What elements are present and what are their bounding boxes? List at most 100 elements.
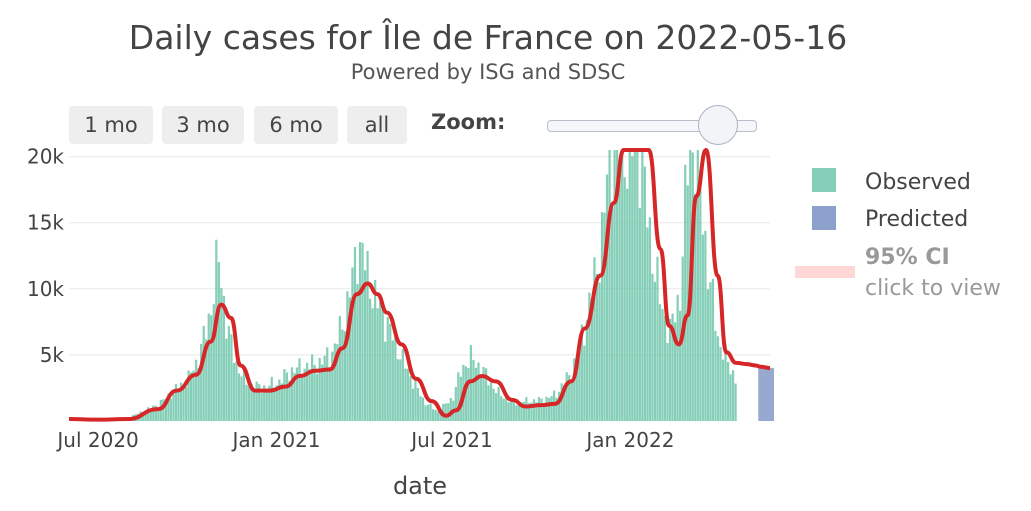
observed-bar — [298, 358, 301, 421]
observed-bar — [510, 398, 513, 421]
observed-bar — [250, 383, 253, 421]
observed-bar — [300, 375, 304, 421]
observed-bar — [522, 401, 525, 421]
observed-bar — [658, 304, 662, 421]
bar-series — [69, 150, 774, 422]
observed-bar — [311, 354, 314, 421]
observed-bar — [192, 370, 195, 421]
observed-bar — [169, 398, 173, 421]
observed-bar — [734, 383, 737, 421]
observed-bar — [429, 403, 432, 421]
observed-bar — [200, 343, 203, 421]
observed-bar — [502, 398, 505, 421]
observed-bar — [709, 282, 712, 421]
observed-bar — [535, 402, 538, 421]
observed-bar — [628, 150, 631, 421]
observed-bar — [253, 390, 256, 421]
zoom-slider-thumb[interactable] — [698, 105, 738, 145]
observed-bar — [714, 330, 717, 421]
observed-bar — [699, 169, 702, 421]
observed-bar — [303, 368, 306, 421]
observed-bar — [414, 380, 417, 421]
legend-swatch-predicted — [812, 206, 836, 230]
observed-bar — [323, 355, 326, 421]
observed-bar — [454, 386, 457, 421]
observed-bar — [321, 364, 324, 421]
observed-bar — [396, 359, 399, 421]
observed-bar — [351, 267, 354, 421]
observed-bar — [260, 392, 263, 421]
observed-bar — [172, 391, 175, 421]
observed-bar — [371, 308, 374, 421]
observed-bar — [492, 388, 495, 421]
observed-bar — [663, 316, 667, 421]
observed-bar — [273, 388, 276, 421]
range-button-6mo[interactable]: 6 mo — [254, 106, 338, 144]
observed-bar — [187, 370, 190, 421]
observed-bar — [195, 359, 198, 421]
observed-bar — [568, 375, 571, 421]
observed-bar — [177, 389, 180, 421]
observed-bar — [353, 247, 357, 421]
observed-bar — [661, 309, 664, 421]
observed-bar — [432, 409, 435, 421]
observed-bar — [694, 193, 697, 421]
observed-bar — [270, 376, 273, 421]
observed-bar — [232, 363, 236, 421]
observed-bar — [550, 396, 553, 421]
observed-bar — [512, 400, 515, 421]
observed-bar — [489, 382, 493, 421]
observed-bar — [626, 188, 629, 421]
observed-bar — [464, 366, 467, 421]
observed-bar — [520, 402, 523, 421]
observed-bar — [449, 397, 452, 421]
observed-bar — [479, 376, 483, 421]
range-button-all[interactable]: all — [347, 106, 407, 144]
observed-bar — [515, 405, 518, 421]
observed-bar — [505, 396, 508, 421]
range-button-3mo[interactable]: 3 mo — [162, 106, 244, 144]
observed-bar — [217, 262, 220, 421]
observed-bar — [484, 368, 488, 421]
observed-bar — [563, 385, 566, 421]
observed-bar — [237, 373, 241, 421]
observed-bar — [623, 177, 626, 421]
observed-bar — [651, 273, 654, 421]
predicted-bar — [766, 368, 774, 421]
observed-bar — [263, 385, 266, 421]
observed-bar — [580, 324, 583, 421]
chart-title: Daily cases for Île de France on 2022-05… — [128, 18, 848, 57]
observed-bar — [164, 398, 168, 421]
observed-bar — [343, 331, 346, 421]
observed-bar — [416, 388, 420, 421]
observed-bar — [361, 242, 364, 421]
observed-bar — [641, 150, 644, 421]
observed-bar — [265, 388, 268, 421]
legend-label-ci[interactable]: 95% CI — [865, 245, 950, 270]
observed-bar — [313, 364, 316, 421]
observed-bar — [636, 150, 639, 421]
observed-bar — [419, 396, 422, 421]
legend-ci-click-hint[interactable]: click to view — [865, 276, 1001, 301]
observed-bar — [202, 325, 205, 421]
observed-bar — [716, 336, 720, 421]
observed-bar — [613, 150, 616, 421]
observed-bar — [381, 309, 384, 421]
observed-bar — [285, 372, 289, 421]
observed-bar — [603, 212, 606, 421]
observed-bar — [268, 385, 271, 421]
observed-bar — [316, 373, 319, 421]
legend[interactable]: Observed Predicted 95% CI click to view — [795, 168, 1001, 301]
range-button-1mo[interactable]: 1 mo — [69, 106, 153, 144]
observed-bar — [283, 369, 286, 421]
observed-bar — [711, 278, 715, 421]
observed-bar — [235, 361, 238, 421]
observed-bar — [222, 295, 225, 421]
observed-bar — [346, 291, 349, 421]
observed-bar — [686, 185, 689, 421]
observed-bar — [578, 343, 581, 421]
observed-bar — [437, 411, 440, 421]
observed-bar — [386, 316, 389, 421]
observed-bar — [583, 345, 586, 421]
observed-bar — [719, 347, 722, 421]
